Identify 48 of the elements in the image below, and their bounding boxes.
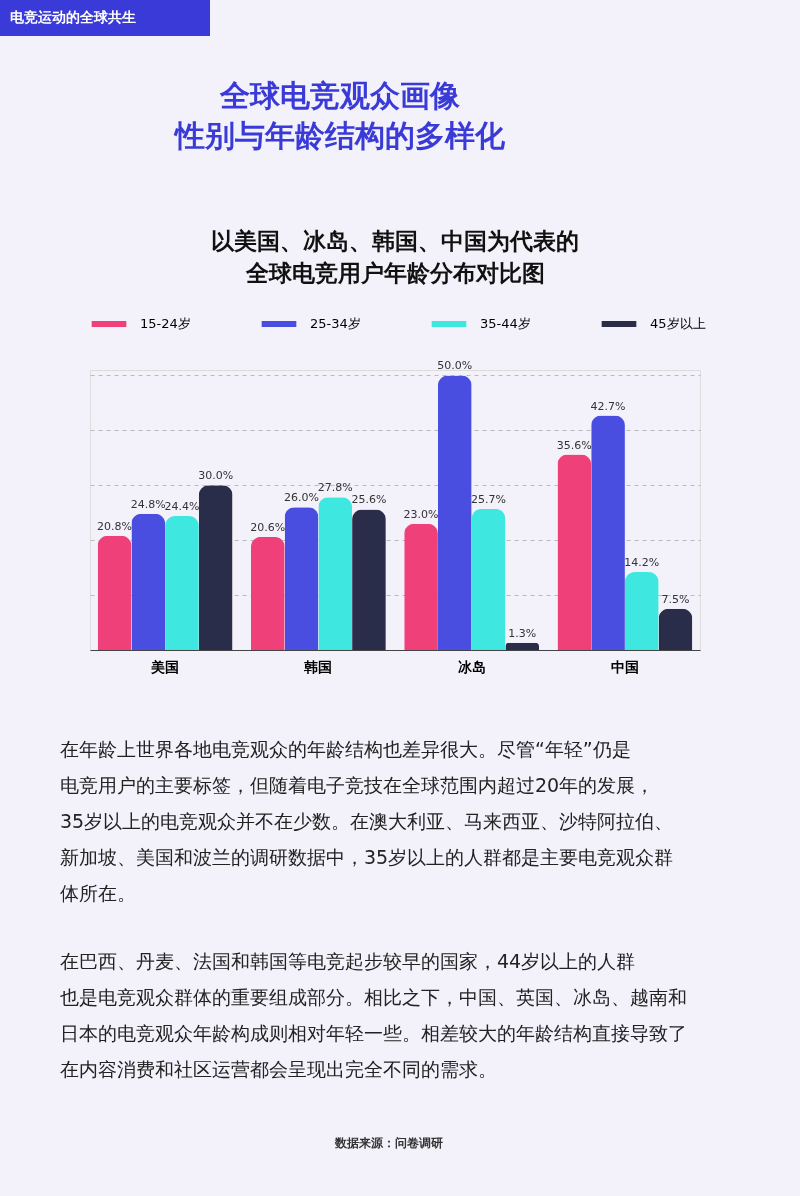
text: 性别与年龄结构的多样化 [173, 118, 506, 153]
bar [505, 642, 540, 650]
bar [557, 454, 592, 650]
data-label: 26.0% [284, 491, 319, 505]
text: 电竞运动的全球共生 [10, 9, 136, 25]
data-label: 1.3% [508, 626, 537, 640]
data-label: 27.8% [317, 481, 353, 495]
source-note: 数据来源：问卷调研 [334, 1136, 443, 1150]
x-tick-label: 美国 [150, 658, 180, 675]
data-label: 24.8% [130, 497, 166, 511]
bar [97, 535, 132, 650]
legend-label: 15-24岁 [140, 316, 191, 331]
bar [352, 509, 386, 650]
chart-title: 以美国、冰岛、韩国、中国为代表的 [211, 228, 579, 254]
chart-subtitle: 全球电竞用户年龄分布对比图 [244, 260, 545, 286]
bar [318, 497, 353, 650]
data-label: 24.4% [164, 500, 200, 514]
bar [250, 536, 285, 650]
bar [591, 415, 625, 650]
data-label: 30.0% [198, 469, 234, 483]
bar [131, 513, 166, 650]
bar [404, 523, 438, 650]
x-tick-label: 韩国 [303, 658, 333, 675]
bar [165, 516, 199, 650]
legend-label: 45岁以上 [650, 316, 706, 331]
data-label: 25.7% [471, 492, 506, 506]
legend-label: 35-44岁 [480, 316, 531, 331]
bar [624, 572, 659, 650]
data-label: 25.6% [351, 493, 387, 507]
legend-label: 25-34岁 [310, 316, 361, 331]
x-tick-label: 冰岛 [457, 658, 486, 675]
data-label: 7.5% [661, 592, 690, 606]
data-label: 20.8% [97, 519, 132, 533]
bar [198, 485, 233, 650]
data-label: 50.0% [437, 359, 473, 373]
bar [437, 375, 472, 650]
data-label: 20.6% [250, 520, 286, 534]
data-label: 23.0% [403, 507, 439, 521]
bar [284, 507, 319, 650]
bar [658, 608, 693, 650]
bar [471, 508, 506, 650]
text: 在年龄上世界各地电竞观众的年龄结构也差异很大。尽管“年轻”仍是电竞用户的主要标签，但随着电子竞技在全球范围内超过20年的发展，35岁以上的电竞观众并不在少数。在澳大利亚、马来西亚、沙特阿拉伯、新加坡、美国和波兰的调研数据中，35岁以上的人群都是主要电竞观众群体所在。 [60, 738, 674, 904]
data-label: 35.6% [556, 438, 592, 452]
data-label: 42.7% [590, 399, 626, 413]
text: 全球电竞观众画像 [219, 78, 461, 113]
data-label: 14.2% [624, 556, 660, 570]
text: 在巴西、丹麦、法国和韩国等电竞起步较早的国家，44岁以上的人群也是电竞观众群体的重要组成部分。相比之下，中国、英国、冰岛、越南和日本的电竞观众年龄构成则相对年轻一些。相差较大的年龄结构直接导致了在内容消费和社区运营都会呈现出完全不同的需求。 [60, 950, 687, 1080]
x-tick-label: 中国 [610, 658, 639, 675]
